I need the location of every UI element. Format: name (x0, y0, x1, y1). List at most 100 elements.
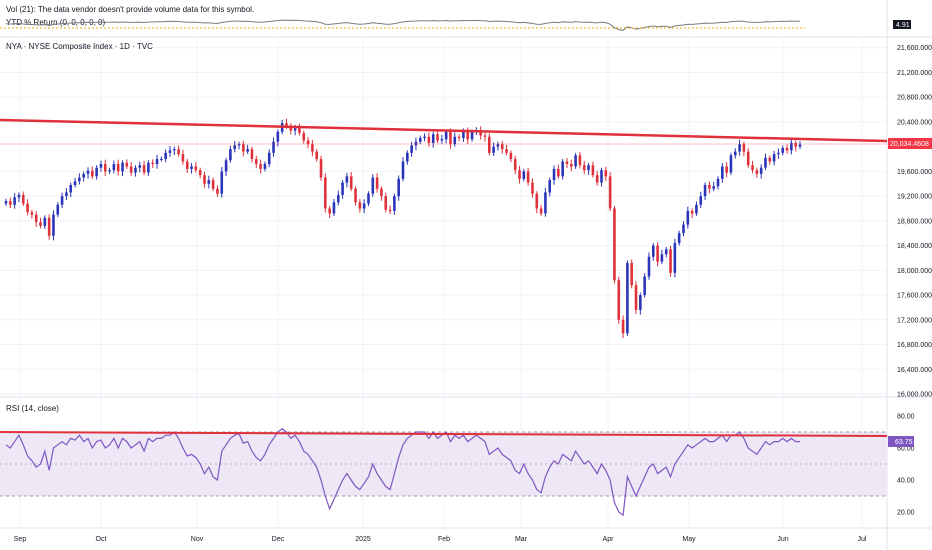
candle-body (142, 165, 146, 173)
candle-body (751, 165, 754, 171)
candle-body (470, 131, 474, 140)
candle-body (466, 131, 470, 140)
candle-body (561, 161, 564, 177)
candle-body (552, 168, 556, 181)
candle-body (431, 134, 435, 143)
candle-body (78, 177, 81, 182)
candle-body (664, 249, 668, 255)
ytd-return-line (5, 19, 801, 31)
candle-body (526, 171, 530, 183)
candle-body (26, 203, 29, 213)
candle-body (263, 163, 267, 169)
candle-body (677, 233, 681, 244)
time-tick-label: Jul (858, 536, 867, 543)
candle-body (509, 152, 513, 160)
time-tick-label: May (682, 536, 696, 543)
candle-body (453, 136, 457, 145)
candle-body (388, 209, 392, 211)
candle-body (233, 145, 236, 150)
candle-body (319, 159, 323, 178)
candle-body (660, 254, 664, 262)
candle-body (181, 154, 185, 162)
price-tick-label: 21,200.0000 (897, 70, 932, 77)
candle-body (108, 170, 111, 172)
candle-body (673, 243, 677, 273)
candle-body (479, 130, 482, 136)
candle-body (82, 173, 85, 178)
candle-body (695, 204, 698, 214)
price-badge (888, 138, 932, 149)
price-tick-label: 18,800.0000 (897, 218, 932, 225)
candle-body (738, 144, 741, 152)
candle-body (358, 202, 362, 209)
candle-body (367, 193, 370, 204)
rsi-trendline (0, 431, 888, 437)
candle-body (95, 167, 98, 177)
price-tick-label: 19,200.0000 (897, 194, 932, 201)
ytd-value: 4.91 (896, 22, 910, 29)
candle-body (531, 182, 534, 194)
ytd-label: YTD % Return (0, 0, 0, 0, 0) (6, 18, 105, 27)
candle-body (69, 185, 73, 193)
candle-body (712, 186, 715, 189)
price-tick-label: 18,400.0000 (897, 243, 932, 250)
candle-body (190, 166, 193, 169)
rsi-band (0, 432, 887, 496)
candle-body (341, 182, 344, 195)
candle-body (306, 140, 310, 145)
candle-body (462, 131, 465, 139)
candle-body (565, 161, 569, 164)
candle-body (267, 152, 271, 164)
candle-body (570, 163, 573, 167)
candle-body (557, 168, 560, 177)
candle-body (4, 201, 8, 204)
candle-body (121, 162, 124, 172)
candle-body (211, 180, 215, 189)
candle-body (397, 178, 400, 197)
candle-body (384, 196, 388, 210)
candle-body (302, 133, 306, 141)
candle-body (492, 146, 495, 153)
resistance-trendline (0, 118, 888, 143)
candle-body (703, 185, 707, 197)
candle-body (699, 196, 703, 205)
candle-body (246, 149, 249, 152)
candle-body (254, 159, 258, 164)
candle-body (513, 159, 517, 171)
candle-body (375, 177, 379, 189)
candle-body (729, 155, 733, 173)
candles (4, 118, 802, 339)
candle-body (160, 159, 163, 161)
candle-body (349, 176, 353, 189)
candle-body (669, 249, 672, 273)
candle-body (276, 131, 280, 142)
candle-body (721, 166, 724, 179)
candle-body (647, 256, 651, 277)
candle-body (518, 170, 521, 179)
candle-body (755, 170, 759, 174)
candle-body (194, 166, 198, 171)
candle-body (522, 171, 526, 179)
candle-body (764, 157, 767, 168)
rsi-axis: 80.00 60.00 40.00 20.00 (897, 414, 915, 517)
candle-body (604, 170, 608, 177)
candle-body (147, 162, 150, 173)
candle-body (371, 177, 375, 194)
candle-body (311, 144, 314, 152)
candle-body (134, 167, 137, 173)
candle-body (708, 185, 711, 189)
candle-body (185, 161, 189, 169)
candle-body (207, 180, 211, 184)
candle-body (91, 170, 94, 177)
candle-body (595, 175, 599, 183)
rsi-tick-label: 40.00 (897, 478, 915, 485)
candle-body (298, 128, 301, 134)
candle-body (237, 144, 241, 146)
vol-panel: Vol (21): The data vendor doesn't provid… (0, 5, 911, 31)
candle-body (73, 181, 77, 186)
candle-body (30, 212, 34, 215)
candle-body (500, 144, 504, 150)
candle-body (578, 155, 582, 166)
candle-body (129, 166, 133, 173)
